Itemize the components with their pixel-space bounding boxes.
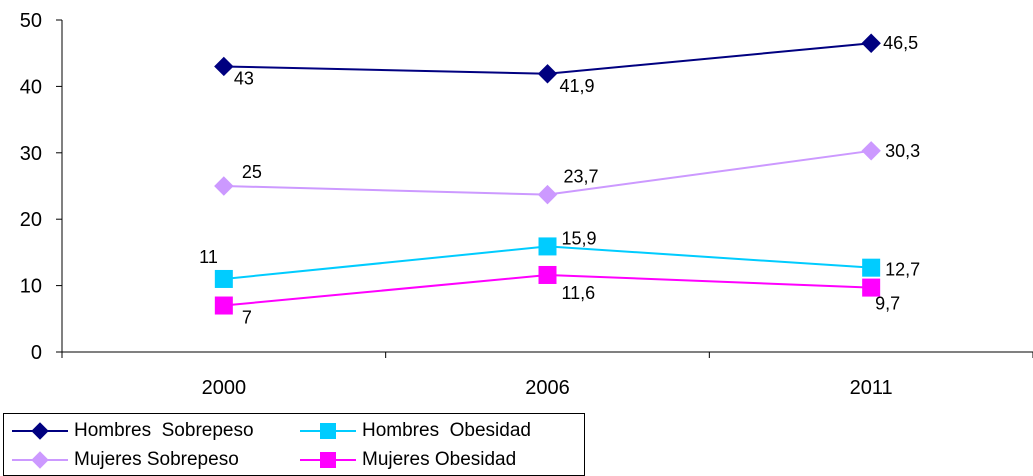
data-point-marker: [31, 451, 49, 469]
series-hombres-obesidad: 11 15,9 12,7: [199, 228, 920, 288]
data-point-marker: [214, 176, 234, 196]
legend-label: Mujeres Sobrepeso: [74, 449, 239, 470]
data-point-marker: [537, 184, 558, 205]
data-point-marker: [31, 422, 49, 440]
legend-label: Hombres Sobrepeso: [74, 420, 254, 441]
line-chart: 0 10 20 30 40 50 2000 2006 2011 43 41,9 46,5 11 15,9…: [20, 10, 1033, 399]
y-tick-label: 30: [20, 143, 42, 165]
data-label: 11: [199, 247, 218, 267]
y-tick-label: 50: [20, 10, 42, 32]
chart-series: 43 41,9 46,5 11 15,9 12,7 25 23,7 30,3 7 11,6 9,7: [199, 33, 920, 327]
y-tick-label: 10: [20, 276, 42, 298]
legend-swatch: [300, 452, 356, 468]
data-label: 46,5: [883, 33, 918, 53]
y-tick-label: 40: [20, 76, 42, 98]
data-label: 43: [234, 68, 254, 88]
legend-item-mujeres-obesidad: Mujeres Obesidad: [298, 446, 516, 474]
legend-swatch: [12, 451, 68, 469]
chart-axes: 0 10 20 30 40 50 2000 2006 2011: [20, 10, 1033, 399]
legend-item-hombres-sobrepeso: Hombres Sobrepeso: [10, 417, 254, 445]
data-label: 25: [242, 162, 262, 182]
legend-item-hombres-obesidad: Hombres Obesidad: [298, 417, 531, 445]
x-tick-label: 2011: [850, 377, 893, 399]
data-point-marker: [320, 452, 336, 468]
data-label: 12,7: [885, 260, 920, 280]
x-tick-label: 2000: [202, 377, 247, 399]
data-point-marker: [320, 423, 336, 439]
data-point-marker: [861, 33, 881, 53]
data-label: 9,7: [875, 294, 900, 314]
data-label: 7: [242, 308, 252, 328]
data-point-marker: [214, 269, 233, 288]
data-point-marker: [862, 258, 881, 277]
y-tick-label: 20: [20, 209, 42, 231]
x-tick-label: 2006: [525, 377, 570, 399]
data-label: 23,7: [564, 167, 599, 187]
data-label: 11,6: [562, 283, 596, 303]
series-mujeres-obesidad: 7 11,6 9,7: [214, 265, 900, 328]
data-label: 15,9: [562, 228, 597, 248]
data-point-marker: [538, 237, 557, 256]
data-point-marker: [214, 296, 233, 315]
legend-label: Mujeres Obesidad: [362, 449, 517, 470]
legend-item-mujeres-sobrepeso: Mujeres Sobrepeso: [10, 446, 239, 474]
chart-legend: Hombres Sobrepeso Hombres Obesidad Mujer…: [3, 413, 585, 476]
data-point-marker: [861, 141, 881, 161]
legend-swatch: [300, 423, 356, 439]
y-tick-label: 0: [31, 342, 42, 364]
data-point-marker: [862, 278, 881, 297]
data-point-marker: [214, 56, 234, 77]
data-label: 30,3: [885, 141, 920, 161]
legend-swatch: [12, 422, 68, 440]
legend-label: Hombres Obesidad: [362, 420, 531, 441]
data-point-marker: [537, 64, 558, 84]
data-label: 41,9: [560, 76, 595, 96]
series-mujeres-sobrepeso: 25 23,7 30,3: [214, 141, 920, 205]
series-hombres-sobrepeso: 43 41,9 46,5: [214, 33, 918, 96]
data-point-marker: [538, 265, 557, 284]
